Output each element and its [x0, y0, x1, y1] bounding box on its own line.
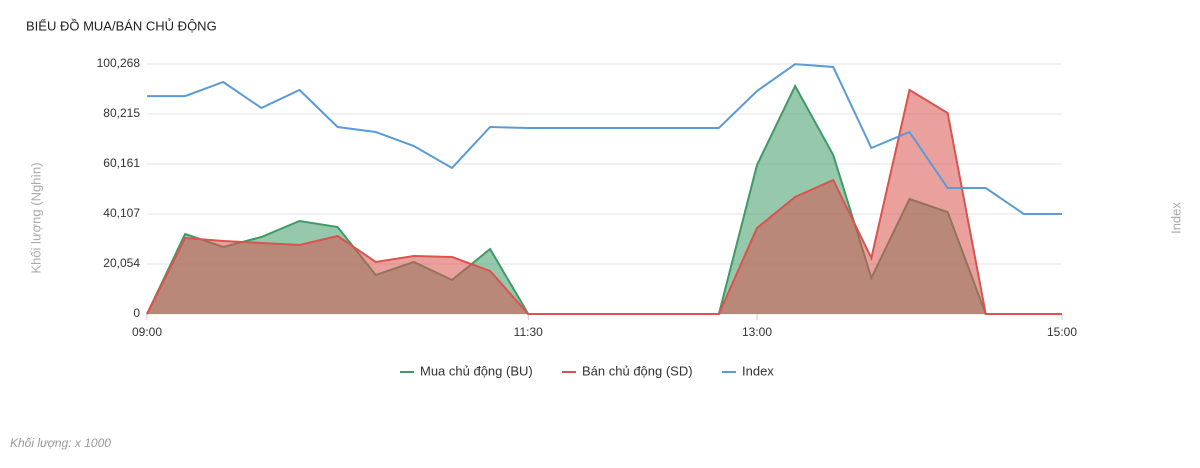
x-tick-label: 13:00: [742, 325, 772, 339]
legend-label: Mua chủ động (BU): [420, 363, 533, 378]
y2-axis-label: Index: [1168, 202, 1183, 234]
y-tick-label: 80,215: [103, 106, 140, 120]
y-tick-label: 20,054: [103, 256, 140, 270]
area-line: [146, 88, 1062, 315]
index-line: [147, 63, 1062, 216]
y-axis-label: Khối lượng (Nghìn): [28, 162, 43, 273]
area-fill: [147, 90, 1062, 314]
x-tick-label: 11:30: [514, 325, 543, 339]
legend-label: Index: [742, 363, 774, 378]
footnote: Khối lượng: x 1000: [10, 436, 111, 450]
y-tick-label: 40,107: [103, 206, 140, 220]
x-tick-label: 15:00: [1047, 325, 1077, 339]
legend-label: Bán chủ động (SD): [582, 363, 693, 378]
y-tick-label: 0: [133, 306, 140, 320]
chart-title: BIỂU ĐỒ MUA/BÁN CHỦ ĐỘNG: [26, 18, 217, 33]
x-tick-label: 09:00: [132, 325, 162, 339]
y-tick-label: 100,268: [97, 56, 141, 70]
y-tick-label: 60,161: [103, 156, 140, 170]
